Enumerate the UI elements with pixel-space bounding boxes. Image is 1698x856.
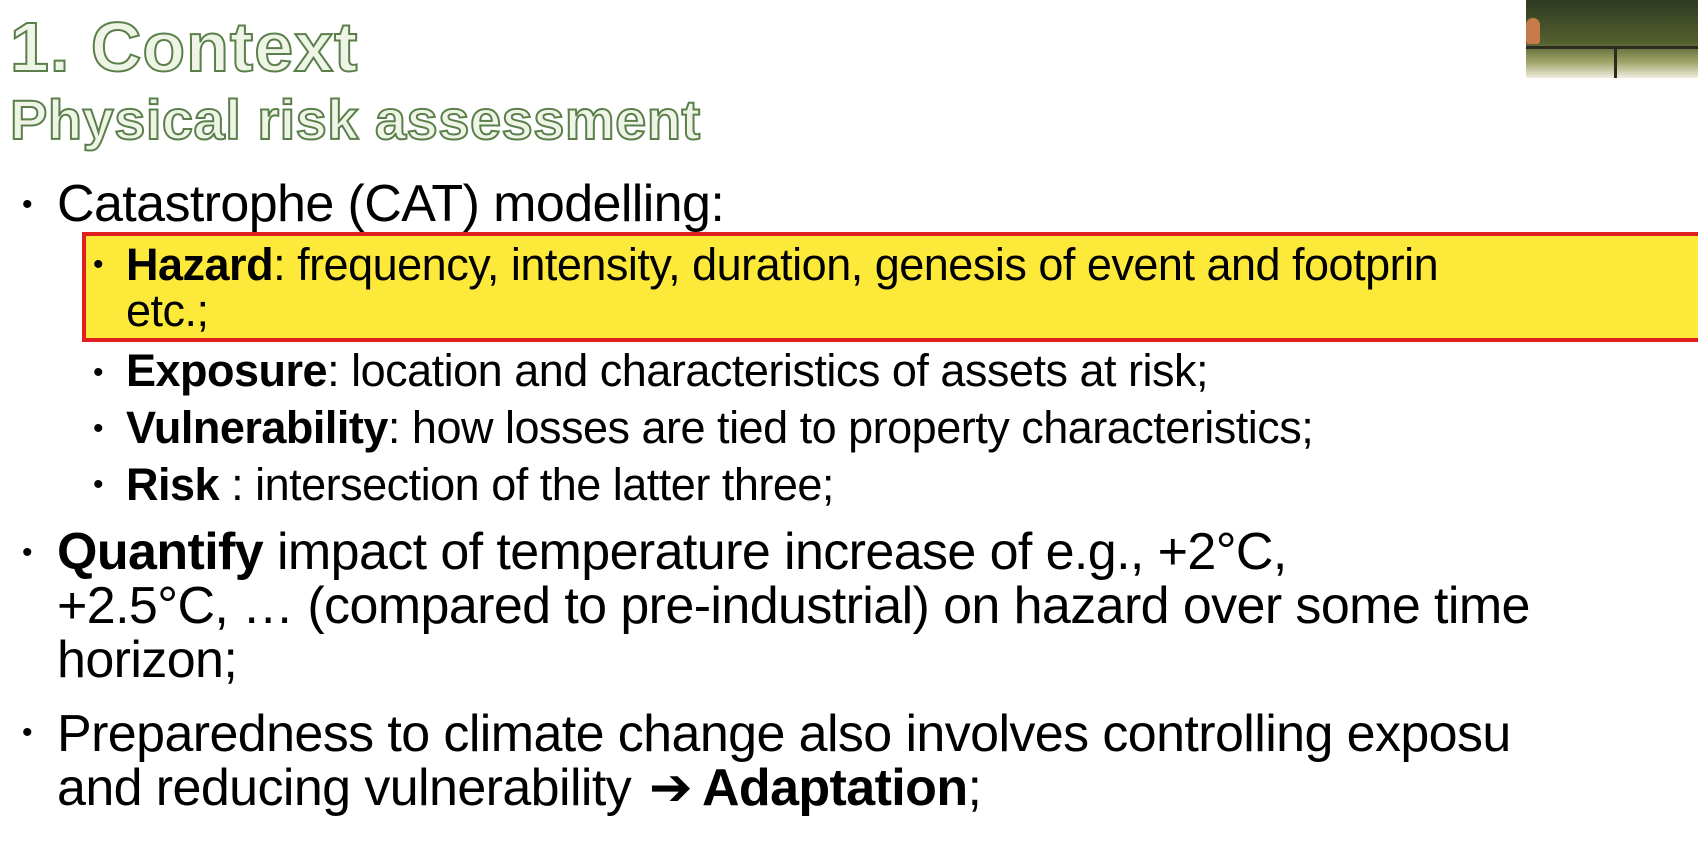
bullet-quantify-line3: horizon; xyxy=(57,631,238,689)
presenter-video-thumbnail xyxy=(1526,0,1698,78)
hazard-text-line2: etc.; xyxy=(126,285,209,336)
bullet-dot: • xyxy=(93,412,104,445)
presenter-figure xyxy=(1526,18,1540,44)
bullet-quantify-line1: Quantify impact of temperature increase … xyxy=(57,526,1287,578)
bullet-quantify-line2: +2.5°C, … (compared to pre-industrial) o… xyxy=(57,580,1530,632)
bullet-preparedness-line1: Preparedness to climate change also invo… xyxy=(57,708,1511,760)
desk-leg xyxy=(1614,49,1617,78)
bullet-dot: • xyxy=(22,188,33,221)
vulnerability-text: : how losses are tied to property charac… xyxy=(387,402,1314,453)
quantify-text-line1: impact of temperature increase of e.g., … xyxy=(263,523,1287,581)
bullet-hazard-line2: etc.; xyxy=(126,286,209,336)
hazard-text-line1: : frequency, intensity, duration, genesi… xyxy=(273,239,1439,290)
hazard-highlight-box xyxy=(82,232,1698,342)
quantify-text-line3: horizon; xyxy=(57,631,238,689)
adaptation-term: Adaptation xyxy=(701,759,968,817)
desk-edge xyxy=(1526,46,1698,49)
vulnerability-term: Vulnerability xyxy=(126,402,388,453)
risk-text: : intersection of the latter three; xyxy=(219,459,834,510)
bullet-dot: • xyxy=(93,468,104,501)
bullet-vulnerability: Vulnerability: how losses are tied to pr… xyxy=(126,402,1314,453)
hazard-term: Hazard xyxy=(126,239,274,290)
quantify-term: Quantify xyxy=(57,523,264,581)
bullet-exposure: Exposure: location and characteristics o… xyxy=(126,346,1208,396)
bullet-dot: • xyxy=(22,716,33,749)
bullet-cat-modelling: Catastrophe (CAT) modelling: xyxy=(57,175,725,233)
bullet-dot: • xyxy=(22,536,33,569)
risk-term: Risk xyxy=(126,459,220,510)
bullet-hazard-line1: Hazard: frequency, intensity, duration, … xyxy=(126,239,1439,290)
bullet-dot: • xyxy=(93,356,104,389)
right-arrow-icon: ➔ xyxy=(648,759,693,817)
slide-subtitle: Physical risk assessment xyxy=(9,88,701,151)
bullet-risk: Risk : intersection of the latter three; xyxy=(126,460,834,510)
quantify-text-line2: +2.5°C, … (compared to pre-industrial) o… xyxy=(57,577,1530,635)
exposure-text: : location and characteristics of assets… xyxy=(327,345,1208,396)
bullet-preparedness-line2: and reducing vulnerability ➔ Adaptation; xyxy=(57,759,982,817)
slide-title: 1. Context xyxy=(9,8,359,86)
preparedness-text-line1: Preparedness to climate change also invo… xyxy=(57,705,1511,763)
bullet-cat-modelling-text: Catastrophe (CAT) modelling: xyxy=(57,175,725,233)
preparedness-text-line2: and reducing vulnerability xyxy=(57,759,632,817)
preparedness-end: ; xyxy=(967,759,982,817)
exposure-term: Exposure xyxy=(126,345,328,396)
bullet-dot: • xyxy=(93,248,104,281)
